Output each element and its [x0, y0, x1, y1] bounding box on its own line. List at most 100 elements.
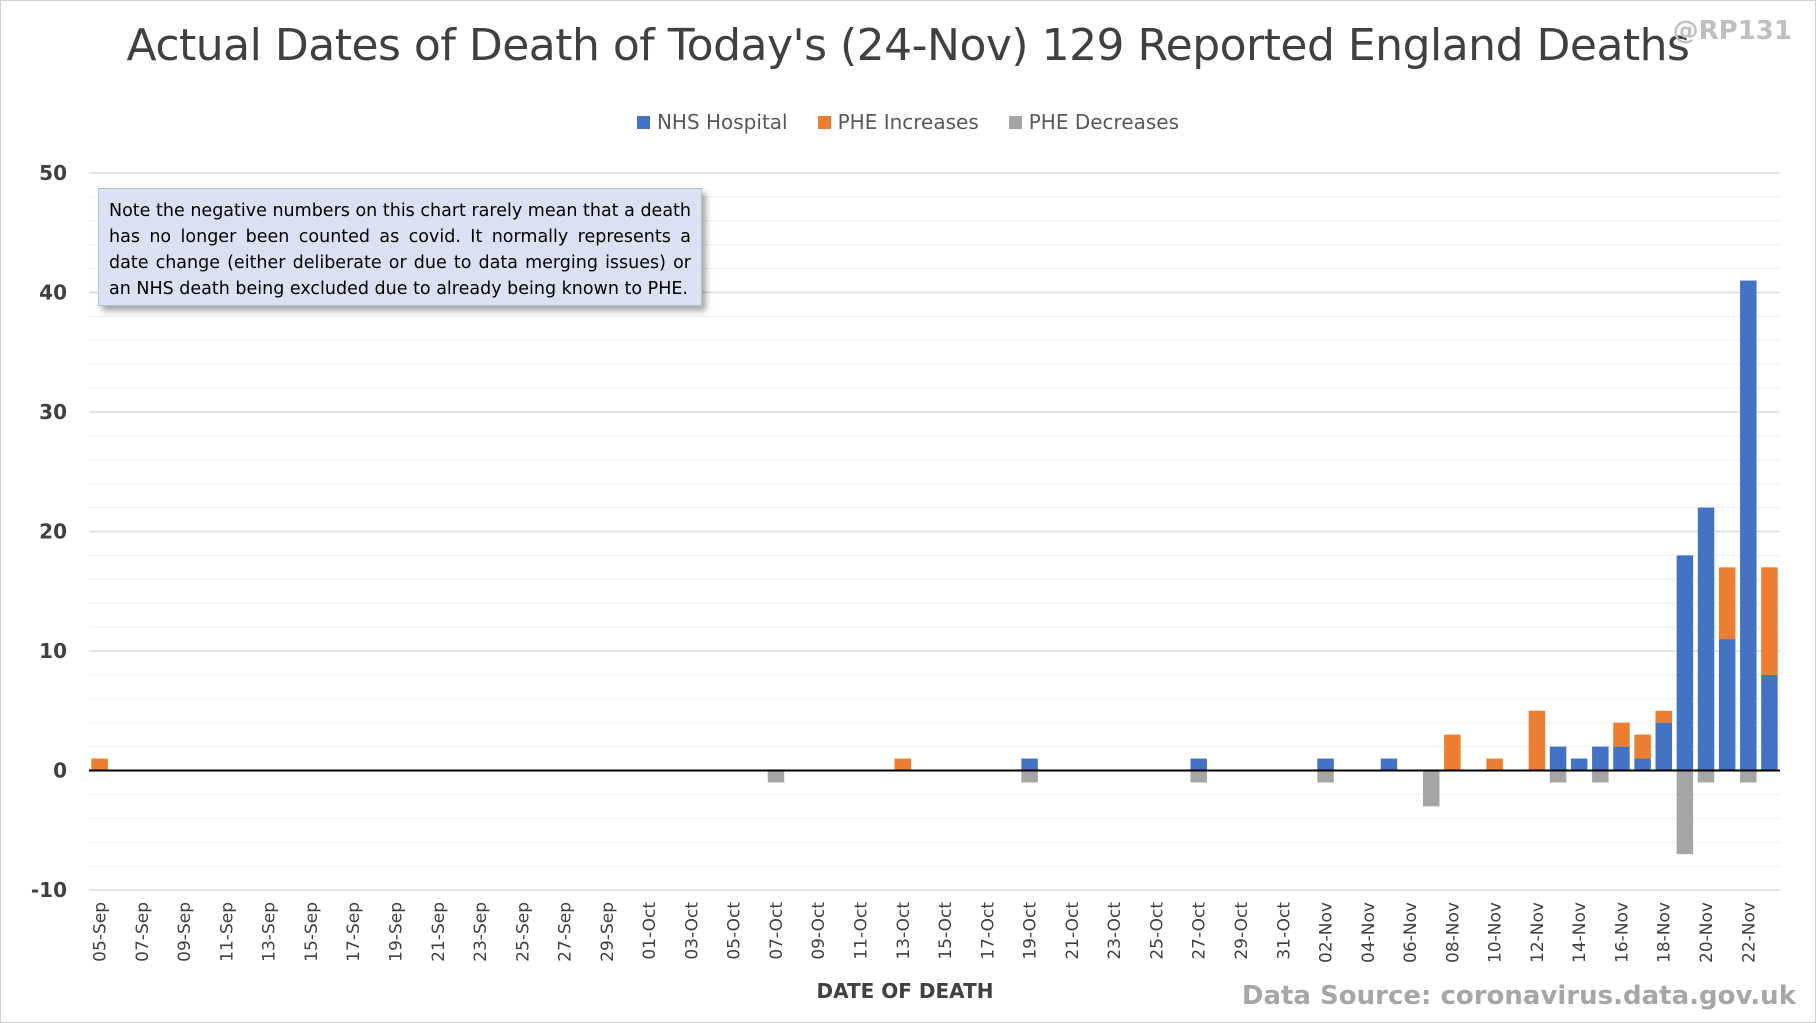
bar-phe-decreases: [1422, 770, 1440, 807]
x-tick-label: 18-Nov: [1655, 902, 1675, 963]
chart-bars: [91, 280, 1778, 855]
x-tick-label: 31-Oct: [1274, 902, 1294, 960]
x-tick-label: 21-Sep: [429, 902, 449, 962]
y-tick-label: 0: [53, 759, 67, 783]
bar-nhs-hospital: [1317, 758, 1334, 771]
x-tick-label: 09-Oct: [809, 902, 829, 960]
legend-item-phe-decreases: PHE Decreases: [1008, 110, 1180, 134]
x-tick-label: 27-Oct: [1190, 902, 1210, 960]
x-axis-ticks: 05-Sep 07-Sep 09-Sep 11-Sep 13-Sep 15-Sep 17-S…: [91, 902, 1760, 963]
bar-phe-decreases: [1592, 770, 1609, 783]
bar-nhs-hospital: [1676, 555, 1694, 771]
x-tick-label: 25-Sep: [513, 902, 533, 962]
bar-phe-decreases: [1549, 770, 1567, 783]
x-tick-label: 14-Nov: [1570, 902, 1590, 963]
legend-item-phe-increases: PHE Increases: [817, 110, 979, 134]
x-tick-label: 05-Oct: [725, 902, 745, 960]
x-tick-label: 23-Sep: [471, 902, 491, 962]
bar-nhs-hospital: [1655, 722, 1672, 771]
x-tick-label: 05-Sep: [91, 902, 111, 962]
bar-phe-decreases: [1676, 770, 1694, 855]
bar-phe-increases: [1655, 710, 1672, 723]
bar-phe-increases: [894, 758, 912, 771]
legend-item-nhs-hospital: NHS Hospital: [636, 110, 788, 134]
bar-nhs-hospital: [1570, 758, 1588, 771]
x-tick-label: 07-Sep: [133, 902, 153, 962]
data-source-label: Data Source: coronavirus.data.gov.uk: [1241, 981, 1796, 1011]
x-tick-label: 17-Sep: [344, 902, 364, 962]
bar-nhs-hospital: [1634, 758, 1651, 771]
bar-nhs-hospital: [1549, 746, 1567, 771]
bar-nhs-hospital: [1613, 746, 1630, 771]
x-tick-label: 22-Nov: [1739, 902, 1759, 963]
x-tick-label: 27-Sep: [556, 902, 576, 962]
bar-phe-increases: [91, 758, 108, 771]
legend-swatch-phe-increases: [817, 115, 831, 129]
x-tick-label: 15-Oct: [936, 902, 956, 960]
bar-phe-increases: [1486, 758, 1503, 771]
x-tick-label: 21-Oct: [1063, 902, 1083, 960]
x-tick-label: 11-Oct: [852, 902, 872, 960]
x-tick-label: 19-Sep: [386, 902, 406, 962]
bar-phe-decreases: [1740, 770, 1757, 783]
y-tick-label: 20: [39, 520, 67, 544]
bar-nhs-hospital: [1740, 280, 1757, 771]
x-tick-label: 10-Nov: [1486, 902, 1506, 963]
x-tick-label: 19-Oct: [1021, 902, 1041, 960]
x-tick-label: 16-Nov: [1612, 902, 1632, 963]
bar-nhs-hospital: [1718, 639, 1736, 771]
x-tick-label: 07-Oct: [767, 902, 787, 960]
bar-phe-decreases: [1021, 770, 1038, 783]
x-tick-label: 29-Sep: [598, 902, 618, 962]
bar-phe-increases: [1634, 734, 1651, 759]
bar-phe-increases: [1528, 710, 1546, 771]
y-tick-label: 40: [39, 281, 67, 305]
x-tick-label: 20-Nov: [1697, 902, 1717, 963]
x-tick-label: 04-Nov: [1359, 902, 1379, 963]
annotation-note: Note the negative numbers on this chart …: [98, 188, 702, 306]
x-tick-label: 12-Nov: [1528, 902, 1548, 963]
x-tick-label: 23-Oct: [1105, 902, 1125, 960]
x-tick-label: 29-Oct: [1232, 902, 1252, 960]
legend-label-phe-decreases: PHE Decreases: [1028, 110, 1180, 134]
bar-phe-increases: [1613, 722, 1630, 747]
x-tick-label: 08-Nov: [1443, 902, 1463, 963]
x-tick-label: 06-Nov: [1401, 902, 1421, 963]
y-tick-label: 50: [39, 161, 67, 185]
bar-phe-increases: [1444, 734, 1461, 771]
bar-phe-increases: [1718, 567, 1736, 640]
legend-label-phe-increases: PHE Increases: [837, 110, 979, 134]
x-tick-label: 15-Sep: [302, 902, 322, 962]
x-axis-label: DATE OF DEATH: [817, 979, 994, 1003]
legend-swatch-nhs-hospital: [636, 115, 650, 129]
legend-swatch-phe-decreases: [1008, 115, 1022, 129]
x-tick-label: 09-Sep: [175, 902, 195, 962]
chart-legend: NHS Hospital PHE Increases PHE Decreases: [0, 110, 1816, 134]
bar-nhs-hospital: [1697, 507, 1715, 771]
bar-phe-decreases: [1190, 770, 1207, 783]
y-axis-ticks: -10 0 10 20 30 40 50: [31, 161, 67, 902]
bar-phe-decreases: [1697, 770, 1715, 783]
x-tick-label: 17-Oct: [978, 902, 998, 960]
bar-phe-increases: [1761, 567, 1778, 675]
y-tick-label: -10: [31, 878, 67, 902]
bar-nhs-hospital: [1380, 758, 1398, 771]
x-tick-label: 01-Oct: [640, 902, 660, 960]
bar-nhs-hospital: [1190, 758, 1207, 771]
author-handle: @RP131: [1672, 16, 1792, 46]
y-tick-label: 10: [39, 639, 67, 663]
bar-phe-decreases: [1317, 770, 1334, 783]
x-tick-label: 13-Oct: [894, 902, 914, 960]
x-tick-label: 25-Oct: [1147, 902, 1167, 960]
x-tick-label: 11-Sep: [217, 902, 237, 962]
x-tick-label: 03-Oct: [682, 902, 702, 960]
bar-nhs-hospital: [1761, 674, 1778, 771]
legend-label-nhs-hospital: NHS Hospital: [656, 110, 788, 134]
bar-nhs-hospital: [1021, 758, 1038, 771]
y-tick-label: 30: [39, 400, 67, 424]
x-tick-label: 02-Nov: [1317, 902, 1337, 963]
chart-title: Actual Dates of Death of Today's (24-Nov…: [126, 20, 1690, 71]
bar-phe-decreases: [767, 770, 785, 783]
